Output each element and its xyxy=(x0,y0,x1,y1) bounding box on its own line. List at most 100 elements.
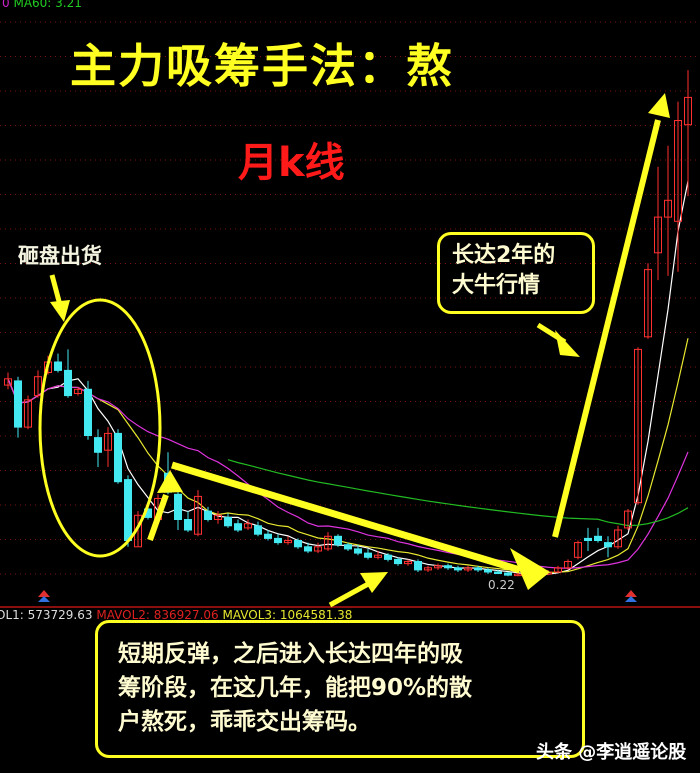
arrow-rise-icon xyxy=(552,93,670,538)
page-title: 主力吸筹手法：熬 xyxy=(70,39,454,93)
candle-body xyxy=(194,495,202,535)
arrow-trend-down-icon xyxy=(170,461,550,590)
candle-body xyxy=(504,572,512,576)
candle xyxy=(334,534,342,547)
candle-body xyxy=(584,537,592,542)
candle xyxy=(584,527,592,551)
candle-body xyxy=(204,510,212,521)
candle-body xyxy=(484,569,492,573)
dump-ellipse xyxy=(38,298,162,558)
signal-up-icon xyxy=(625,596,637,602)
candle-body xyxy=(634,348,642,504)
candle-body xyxy=(264,533,272,539)
candle xyxy=(484,567,492,575)
candle xyxy=(454,565,462,572)
candle-body xyxy=(114,432,122,483)
ma60-line xyxy=(227,459,689,527)
candle xyxy=(174,490,182,530)
candle-body xyxy=(344,544,352,550)
note-line: 户熬死，乖乖交出筹码。 xyxy=(118,709,371,735)
candle-body xyxy=(644,269,652,338)
candle-body xyxy=(684,96,692,126)
candle-body xyxy=(84,388,92,436)
candle xyxy=(634,347,642,505)
candle-body xyxy=(384,554,392,560)
candle-body xyxy=(574,542,582,558)
candle-body xyxy=(424,567,432,571)
candle-body xyxy=(324,535,332,550)
signal-up-icon xyxy=(625,590,637,597)
gridlines xyxy=(0,21,700,575)
subtitle: 月k线 xyxy=(238,140,345,186)
candle-body xyxy=(394,558,402,565)
ma60-value: MA60: 3.21 xyxy=(13,0,82,10)
candle xyxy=(624,509,632,530)
candle xyxy=(234,519,242,533)
candle-body xyxy=(64,369,72,397)
note-line: 短期反弹，之后进入长达四年的吸 xyxy=(118,641,463,667)
candle xyxy=(444,563,452,570)
candle xyxy=(54,353,62,373)
candle xyxy=(594,527,602,543)
candle-body xyxy=(664,199,672,218)
candle-body xyxy=(374,554,382,558)
candle-body xyxy=(14,380,22,428)
bull-box-line: 大牛行情 xyxy=(452,273,541,298)
dump-label: 砸盘出货 xyxy=(18,244,102,268)
arrow-down-right-icon xyxy=(536,322,580,357)
candle xyxy=(194,490,202,537)
candle xyxy=(244,519,252,530)
candle-body xyxy=(34,376,42,397)
candle-body xyxy=(314,546,322,552)
candle xyxy=(94,429,102,467)
candle-body xyxy=(234,523,242,531)
candle xyxy=(654,166,662,281)
candle xyxy=(284,536,292,545)
note-line: 筹阶段，在这几年，能把90%的散 xyxy=(118,675,473,701)
candle-body xyxy=(614,529,622,548)
ma20-line xyxy=(7,378,689,569)
candle xyxy=(504,572,512,577)
candle-body xyxy=(224,516,232,527)
candle-body xyxy=(494,571,502,574)
candle-body xyxy=(184,519,192,531)
candle xyxy=(364,548,372,560)
candle xyxy=(254,521,262,537)
candle xyxy=(684,70,692,197)
candle xyxy=(204,506,212,522)
candle-body xyxy=(4,378,12,386)
candle-body xyxy=(54,361,62,371)
low-marker: 0.22 xyxy=(488,578,515,592)
mavol2-value: MAVOL2: 836927.06 xyxy=(96,608,219,622)
candle-body xyxy=(354,548,362,554)
candle xyxy=(224,513,232,528)
signal-up-icon xyxy=(38,590,50,597)
candles xyxy=(4,70,692,578)
ma60-legend: 0 MA60: 3.21 xyxy=(2,0,82,10)
candle xyxy=(344,542,352,551)
candle-body xyxy=(214,514,222,520)
candle-body xyxy=(364,552,372,558)
candle-body xyxy=(594,535,602,541)
candle xyxy=(494,569,502,575)
volume-legend: OL1: 573729.63 MAVOL2: 836927.06 MAVOL3:… xyxy=(0,608,352,622)
candle xyxy=(464,565,472,572)
candle xyxy=(184,511,192,533)
candle-body xyxy=(514,573,522,577)
signal-up-icon xyxy=(38,596,50,602)
candle xyxy=(644,263,652,339)
candle xyxy=(324,532,332,551)
candle-body xyxy=(654,216,662,254)
candle xyxy=(604,536,612,558)
candle xyxy=(14,376,22,438)
candle xyxy=(674,101,682,272)
candle xyxy=(474,565,482,572)
candle xyxy=(264,530,272,541)
arrow-up-right-icon xyxy=(328,572,388,608)
candle-body xyxy=(74,388,82,394)
candle-body xyxy=(274,537,282,544)
candle-body xyxy=(414,561,422,571)
candle-body xyxy=(24,399,32,428)
